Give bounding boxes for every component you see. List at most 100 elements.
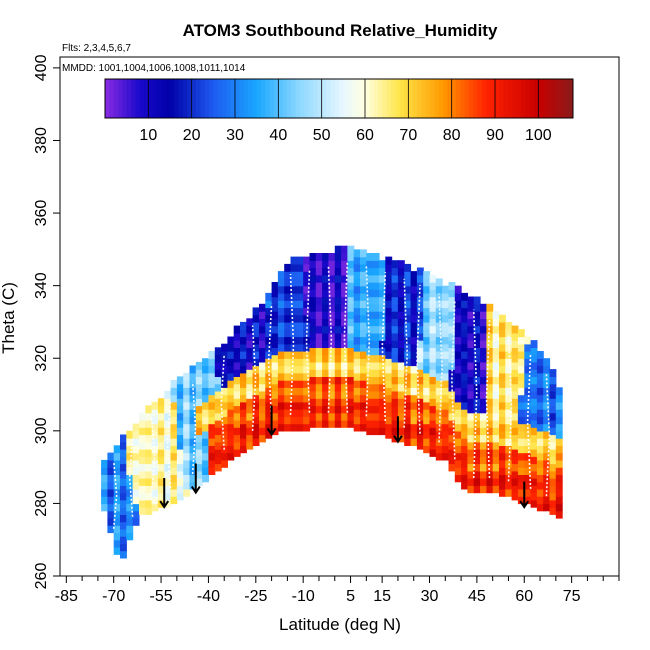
curtain-cell — [277, 380, 285, 388]
curtain-cell — [480, 485, 487, 494]
curtain-cell — [391, 282, 399, 290]
curtain-cell — [549, 456, 557, 465]
curtain-cell — [233, 369, 241, 377]
curtain-cell — [505, 351, 513, 359]
curtain-cell — [536, 496, 544, 505]
curtain-cell — [517, 423, 525, 432]
curtain-cell — [170, 438, 178, 446]
curtain-cell — [259, 340, 266, 348]
curtain-cell — [341, 383, 348, 392]
curtain-cell — [442, 300, 449, 309]
colorbar-tick-label: 30 — [226, 127, 244, 144]
curtain-cell — [290, 336, 298, 345]
y-tick-label: 280 — [33, 490, 50, 517]
curtain-cell — [530, 398, 538, 407]
curtain-cell — [505, 445, 513, 454]
curtain-cell — [429, 376, 437, 385]
curtain-cell — [139, 507, 146, 515]
curtain-cell — [233, 405, 241, 414]
curtain-cell — [454, 343, 462, 352]
curtain-cell — [454, 438, 462, 446]
curtain-cell — [391, 390, 399, 399]
curtain-cell — [309, 412, 317, 421]
curtain-cell — [341, 361, 348, 370]
curtain-cell — [347, 325, 355, 334]
curtain-cell — [290, 365, 298, 374]
curtain-cell — [536, 438, 544, 446]
curtain-cell — [240, 409, 247, 417]
curtain-cell — [145, 456, 153, 465]
curtain-cell — [385, 278, 393, 287]
curtain-cell — [139, 449, 146, 457]
curtain-cell — [296, 336, 304, 345]
curtain-cell — [315, 332, 323, 341]
curtain-cell — [347, 354, 355, 363]
curtain-cell — [404, 336, 412, 345]
curtain-cell — [536, 474, 544, 483]
curtain-cell — [113, 525, 121, 534]
curtain-cell — [372, 267, 380, 276]
colorbar-swatch — [434, 79, 440, 118]
curtain-cell — [366, 303, 374, 312]
curtain-cell — [334, 296, 342, 305]
curtain-cell — [530, 383, 538, 392]
curtain-cell — [505, 467, 513, 475]
curtain-cell — [467, 434, 475, 443]
curtain-cell — [227, 380, 235, 388]
curtain-cell — [208, 409, 216, 417]
curtain-cell — [366, 361, 374, 370]
curtain-cell — [379, 361, 386, 370]
curtain-cell — [227, 336, 235, 345]
curtain-cell — [132, 452, 140, 461]
curtain-cell — [157, 449, 165, 457]
curtain-cell — [492, 456, 500, 465]
curtain-cell — [467, 419, 475, 428]
curtain-cell — [480, 383, 487, 392]
curtain-cell — [429, 318, 437, 327]
curtain-cell — [511, 354, 519, 363]
curtain-cell — [183, 380, 191, 388]
curtain-cell — [227, 351, 235, 359]
curtain-cell — [397, 325, 405, 334]
curtain-cell — [246, 412, 254, 421]
curtain-cell — [397, 354, 405, 363]
curtain-cell — [366, 318, 374, 327]
curtain-cell — [296, 263, 304, 272]
curtain-cell — [227, 430, 235, 439]
curtain-cell — [309, 296, 317, 305]
curtain-cell — [296, 401, 304, 410]
curtain-cell — [347, 282, 355, 290]
curtain-cell — [524, 467, 532, 475]
curtain-cell — [536, 394, 544, 403]
curtain-cell — [290, 300, 298, 309]
arrow-head — [393, 435, 403, 444]
curtain-cell — [442, 445, 449, 454]
curtain-cell — [372, 289, 380, 298]
curtain-cell — [157, 398, 165, 407]
curtain-cell — [454, 459, 462, 468]
curtain-cell — [277, 278, 285, 287]
colorbar-swatch — [408, 79, 414, 118]
curtain-cell — [277, 292, 285, 301]
curtain-cell — [517, 467, 525, 475]
curtain-cell — [259, 354, 266, 363]
curtain-cell — [189, 401, 197, 410]
curtain-cell — [397, 311, 405, 319]
curtain-cell — [303, 300, 311, 309]
curtain-cell — [360, 307, 367, 316]
curtain-cell — [524, 459, 532, 468]
curtain-cell — [202, 358, 209, 367]
curtain-cell — [467, 383, 475, 392]
curtain-cell — [157, 441, 165, 450]
colorbar-swatch — [183, 79, 188, 118]
curtain-cell — [265, 430, 273, 439]
curtain-cell — [271, 361, 279, 370]
curtain-cell — [511, 398, 519, 407]
curtain-cell — [543, 452, 551, 461]
curtain-cell — [404, 285, 412, 294]
curtain-cell — [442, 329, 449, 338]
curtain-cell — [246, 325, 254, 334]
curtain-cell — [524, 488, 532, 497]
curtain-cell — [511, 492, 519, 501]
curtain-cell — [214, 412, 222, 421]
